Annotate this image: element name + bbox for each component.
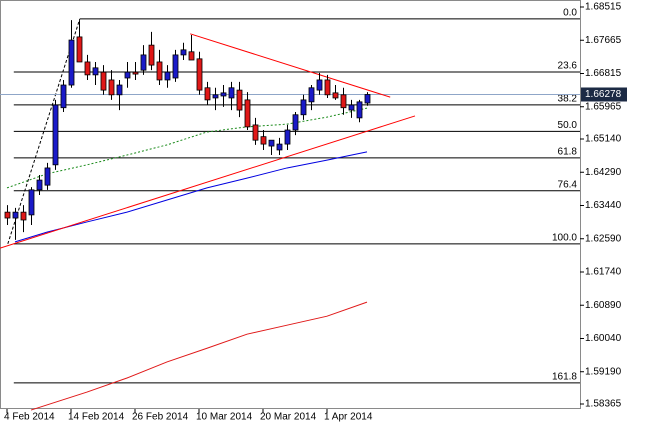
y-tick-label: 1.61740	[585, 267, 622, 278]
candle-body	[220, 92, 227, 97]
candle-body	[20, 211, 27, 221]
last-price-label: 1.66278	[585, 89, 622, 100]
candle-body	[28, 189, 35, 216]
candle-body	[300, 99, 307, 116]
candle-body	[268, 139, 275, 147]
candle-body	[348, 104, 355, 111]
y-tick-label: 1.60040	[585, 333, 622, 344]
candle-body	[12, 211, 19, 219]
fib-level-label: 61.8	[558, 147, 578, 158]
y-tick-label: 1.59190	[585, 366, 622, 377]
fib-level-label: 161.8	[552, 371, 577, 382]
candle-body	[364, 94, 371, 104]
candle-body	[196, 58, 203, 91]
moving-average	[6, 107, 368, 189]
trendline	[0, 115, 416, 249]
candle-body	[44, 167, 51, 186]
x-tick-label: 20 Mar 2014	[260, 412, 317, 423]
y-tick-label: 1.64290	[585, 167, 622, 178]
plot-frame	[0, 0, 581, 409]
candle-body	[324, 79, 331, 96]
candle-body	[52, 104, 59, 166]
y-tick-label: 1.67665	[585, 35, 622, 46]
candle-body	[108, 79, 115, 96]
candle-body	[124, 71, 131, 79]
candle-body	[292, 114, 299, 131]
candle-body	[244, 99, 251, 128]
candle-body	[116, 84, 123, 96]
x-tick-label: 26 Feb 2014	[132, 412, 189, 423]
fib-level-label: 50.0	[558, 120, 578, 131]
candle-body	[100, 71, 107, 91]
y-tick-label: 1.68515	[585, 2, 622, 13]
candle-body	[308, 87, 315, 103]
candle-body	[60, 84, 67, 109]
fib-level-label: 38.2	[558, 93, 578, 104]
x-tick-label: 14 Feb 2014	[68, 412, 125, 423]
candle-body	[76, 36, 83, 63]
candle-body	[92, 67, 99, 76]
candle-body	[84, 61, 91, 76]
trendline	[190, 33, 391, 98]
fib-level-label: 0.0	[563, 8, 577, 19]
last-price-box	[581, 87, 627, 102]
fib-level-label: 23.6	[558, 61, 578, 72]
y-tick-label: 1.60890	[585, 300, 622, 311]
candle-body	[148, 44, 155, 66]
candle-body	[180, 49, 187, 56]
fib-anchor-line	[7, 18, 81, 244]
candle-body	[132, 71, 139, 75]
candle-body	[204, 87, 211, 101]
moving-average	[30, 301, 368, 411]
x-tick-label: 4 Feb 2014	[4, 412, 55, 423]
candle-body	[4, 211, 11, 219]
candle-body	[260, 136, 267, 145]
candle-body	[212, 94, 219, 99]
candle-body	[356, 101, 363, 119]
y-tick-label: 1.66815	[585, 68, 622, 79]
candle-body	[164, 71, 171, 81]
candle-body	[36, 179, 43, 191]
candle-body	[236, 89, 243, 111]
y-tick-label: 1.63440	[585, 200, 622, 211]
x-tick-label: 10 Mar 2014	[196, 412, 253, 423]
candle-body	[276, 143, 283, 151]
candle-body	[140, 54, 147, 71]
candle-body	[252, 124, 259, 141]
candle-body	[228, 87, 235, 99]
candle-body	[316, 79, 323, 91]
candle-body	[172, 54, 179, 79]
y-tick-label: 1.62590	[585, 233, 622, 244]
y-tick-label: 1.65965	[585, 101, 622, 112]
candle-body	[156, 61, 163, 81]
candle-body	[332, 92, 339, 99]
candle-body	[284, 129, 291, 145]
fib-level-label: 76.4	[558, 179, 578, 190]
x-tick-label: 1 Apr 2014	[324, 412, 373, 423]
fib-level-label: 100.0	[552, 232, 577, 243]
candle-body	[340, 94, 347, 109]
y-tick-label: 1.58365	[585, 399, 622, 410]
candle-body	[68, 39, 75, 86]
y-tick-label: 1.65140	[585, 134, 622, 145]
candle-body	[188, 51, 195, 61]
